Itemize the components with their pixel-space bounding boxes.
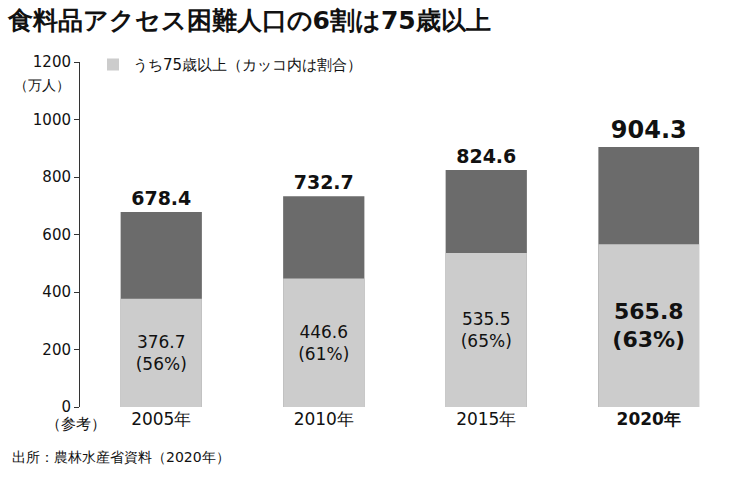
svg-text:2015年: 2015年 (456, 409, 516, 429)
svg-text:うち75歳以上（カッコ内は割合）: うち75歳以上（カッコ内は割合） (133, 56, 362, 74)
svg-text:食料品アクセス困難人口の6割は75歳以上: 食料品アクセス困難人口の6割は75歳以上 (7, 6, 491, 35)
svg-text:出所：農林水産省資料（2020年）: 出所：農林水産省資料（2020年） (12, 449, 230, 465)
svg-text:732.7: 732.7 (294, 171, 354, 193)
svg-text:904.3: 904.3 (611, 116, 687, 144)
svg-text:（万人）: （万人） (14, 77, 70, 93)
svg-text:565.8(63%): 565.8(63%) (612, 299, 685, 353)
svg-text:446.6(61%): 446.6(61%) (298, 322, 349, 364)
svg-text:2005年: 2005年 (131, 409, 191, 429)
svg-text:400: 400 (42, 283, 71, 301)
svg-text:1000: 1000 (33, 111, 71, 129)
svg-text:600: 600 (42, 226, 71, 244)
svg-text:（参考）: （参考） (46, 415, 106, 433)
svg-text:1200: 1200 (33, 53, 71, 71)
svg-text:800: 800 (42, 168, 71, 186)
svg-text:0: 0 (61, 398, 71, 416)
svg-text:824.6: 824.6 (456, 145, 516, 167)
svg-text:535.5(65%): 535.5(65%) (461, 309, 512, 351)
svg-text:2010年: 2010年 (294, 409, 354, 429)
svg-text:678.4: 678.4 (131, 187, 191, 209)
svg-text:200: 200 (42, 341, 71, 359)
svg-text:376.7(56%): 376.7(56%) (136, 332, 187, 374)
svg-text:2020年: 2020年 (617, 409, 681, 429)
